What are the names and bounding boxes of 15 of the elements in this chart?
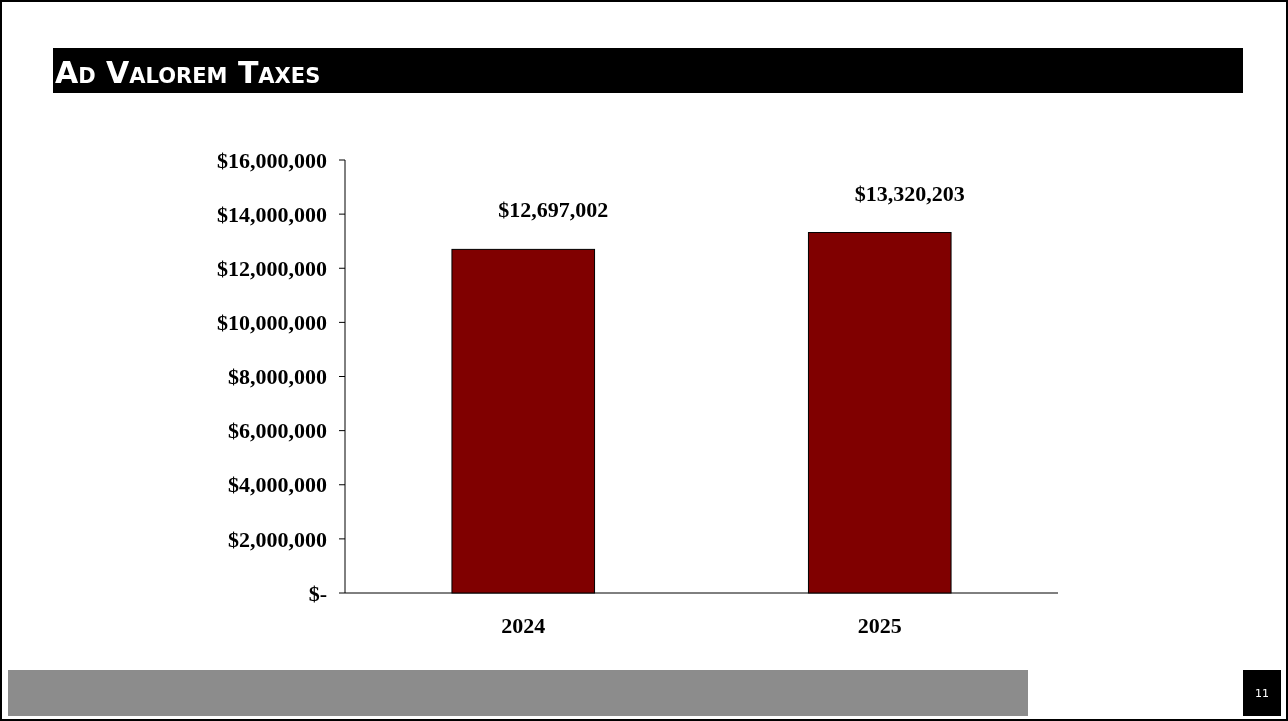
text: 11 <box>1255 687 1269 700</box>
chart-title: Ad Valorem Taxes <box>55 55 321 90</box>
y-tick-label: $10,000,000 <box>217 310 327 336</box>
y-tick-label: $14,000,000 <box>217 201 327 227</box>
y-tick-label: $- <box>308 580 327 606</box>
data-label: $13,320,203 <box>854 180 965 206</box>
x-tick-label: 2025 <box>857 613 902 638</box>
y-tick-label: $16,000,000 <box>217 147 327 173</box>
y-tick-label: $4,000,000 <box>228 472 327 498</box>
x-tick-label: 2024 <box>501 613 546 638</box>
y-tick-label: $2,000,000 <box>228 526 327 552</box>
y-tick-label: $6,000,000 <box>228 418 327 444</box>
y-tick-label: $8,000,000 <box>228 364 327 390</box>
data-label: $12,697,002 <box>498 197 609 223</box>
y-tick-label: $12,000,000 <box>217 255 327 281</box>
